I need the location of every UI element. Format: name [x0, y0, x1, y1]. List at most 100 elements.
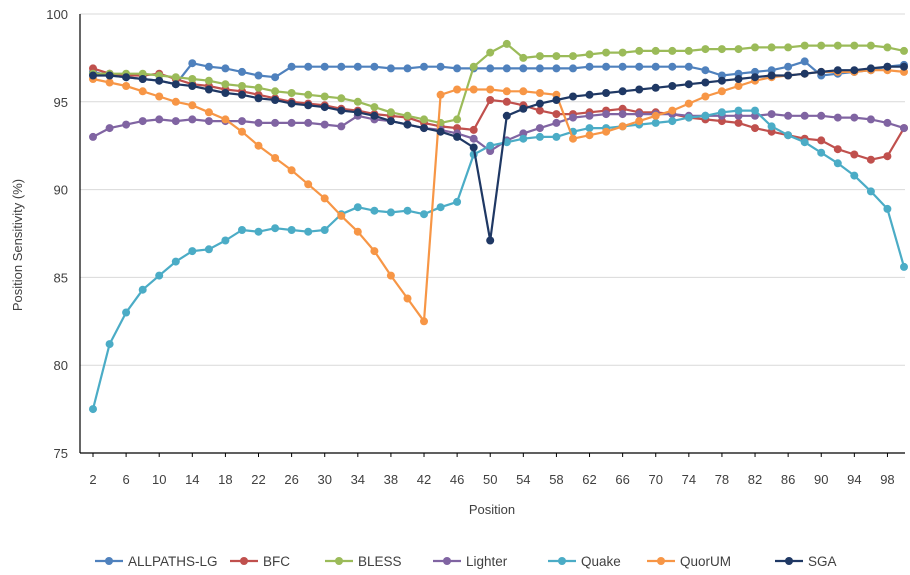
data-point	[188, 75, 197, 83]
data-point	[155, 271, 164, 280]
y-tick-label: 90	[54, 183, 68, 198]
x-tick-label: 82	[748, 472, 762, 487]
data-point	[850, 171, 859, 180]
data-point	[900, 62, 908, 71]
data-point	[337, 106, 346, 115]
data-point	[337, 62, 346, 71]
y-tick-label: 95	[54, 95, 68, 110]
data-point	[833, 113, 842, 122]
data-point	[817, 136, 826, 145]
data-point	[320, 103, 329, 112]
data-point	[535, 106, 544, 115]
data-point	[734, 82, 743, 90]
data-point	[717, 87, 726, 96]
data-point	[751, 124, 759, 133]
data-point	[403, 111, 412, 120]
data-point	[817, 67, 826, 76]
data-point	[519, 134, 528, 143]
data-point	[271, 87, 280, 96]
data-point	[138, 87, 147, 96]
data-point	[585, 50, 594, 59]
data-point	[800, 69, 809, 78]
data-point	[122, 73, 131, 82]
y-axis-title: Position Sensitivity (%)	[10, 179, 25, 311]
data-point	[122, 120, 131, 129]
data-point	[204, 85, 213, 94]
data-point	[370, 247, 379, 256]
data-point	[469, 134, 478, 143]
data-point	[370, 111, 379, 120]
data-point	[122, 308, 131, 317]
data-point	[800, 111, 809, 120]
data-point	[420, 115, 428, 124]
x-tick-label: 62	[582, 472, 596, 487]
data-point	[469, 62, 478, 71]
data-point	[502, 138, 511, 147]
data-point	[254, 227, 263, 236]
data-point	[271, 118, 280, 127]
data-point	[420, 210, 428, 219]
data-point	[552, 132, 561, 141]
data-point	[734, 75, 743, 83]
data-point	[486, 64, 495, 73]
data-point	[89, 71, 97, 80]
x-tick-label: 18	[218, 472, 232, 487]
data-point	[436, 203, 445, 212]
data-point	[767, 122, 776, 131]
data-point	[866, 64, 875, 73]
data-point	[502, 87, 511, 96]
data-point	[188, 59, 197, 68]
data-point	[188, 247, 197, 256]
data-point	[883, 62, 892, 71]
legend-swatch-marker	[558, 557, 566, 565]
data-point	[353, 108, 362, 117]
data-point	[238, 117, 246, 126]
data-point	[585, 111, 594, 120]
data-point	[138, 75, 147, 83]
data-point	[569, 92, 577, 101]
series-line	[92, 60, 905, 86]
series-bless	[89, 39, 908, 127]
data-point	[900, 124, 908, 133]
legend-label: SGA	[808, 554, 837, 569]
data-point	[569, 52, 577, 61]
data-point	[701, 66, 710, 75]
x-tick-label: 58	[549, 472, 563, 487]
data-point	[585, 90, 594, 99]
data-point	[866, 41, 875, 50]
data-point	[833, 145, 842, 154]
data-point	[188, 101, 197, 110]
data-point	[535, 52, 544, 61]
data-point	[469, 143, 478, 152]
data-point	[469, 85, 478, 94]
legend-swatch-marker	[240, 557, 248, 565]
data-point	[254, 141, 263, 150]
data-point	[651, 111, 660, 120]
data-point	[701, 78, 710, 87]
data-point	[486, 141, 495, 150]
data-point	[883, 152, 892, 161]
data-point	[552, 64, 561, 73]
data-point	[668, 82, 677, 90]
data-point	[850, 66, 859, 75]
legend-item: ALLPATHS-LG	[95, 554, 218, 569]
data-point	[833, 66, 842, 75]
data-point	[535, 64, 544, 73]
data-point	[900, 46, 908, 55]
legend-label: QuorUM	[680, 554, 731, 569]
data-point	[734, 45, 743, 54]
data-point	[569, 64, 577, 73]
data-point	[287, 226, 296, 234]
data-point	[784, 71, 793, 80]
data-point	[585, 131, 594, 140]
data-point	[337, 211, 346, 220]
x-tick-label: 14	[185, 472, 199, 487]
data-point	[751, 43, 759, 52]
data-point	[569, 134, 577, 143]
data-point	[552, 118, 561, 127]
data-point	[238, 67, 246, 76]
series-line	[93, 65, 904, 242]
data-point	[403, 64, 412, 73]
data-point	[320, 194, 329, 203]
